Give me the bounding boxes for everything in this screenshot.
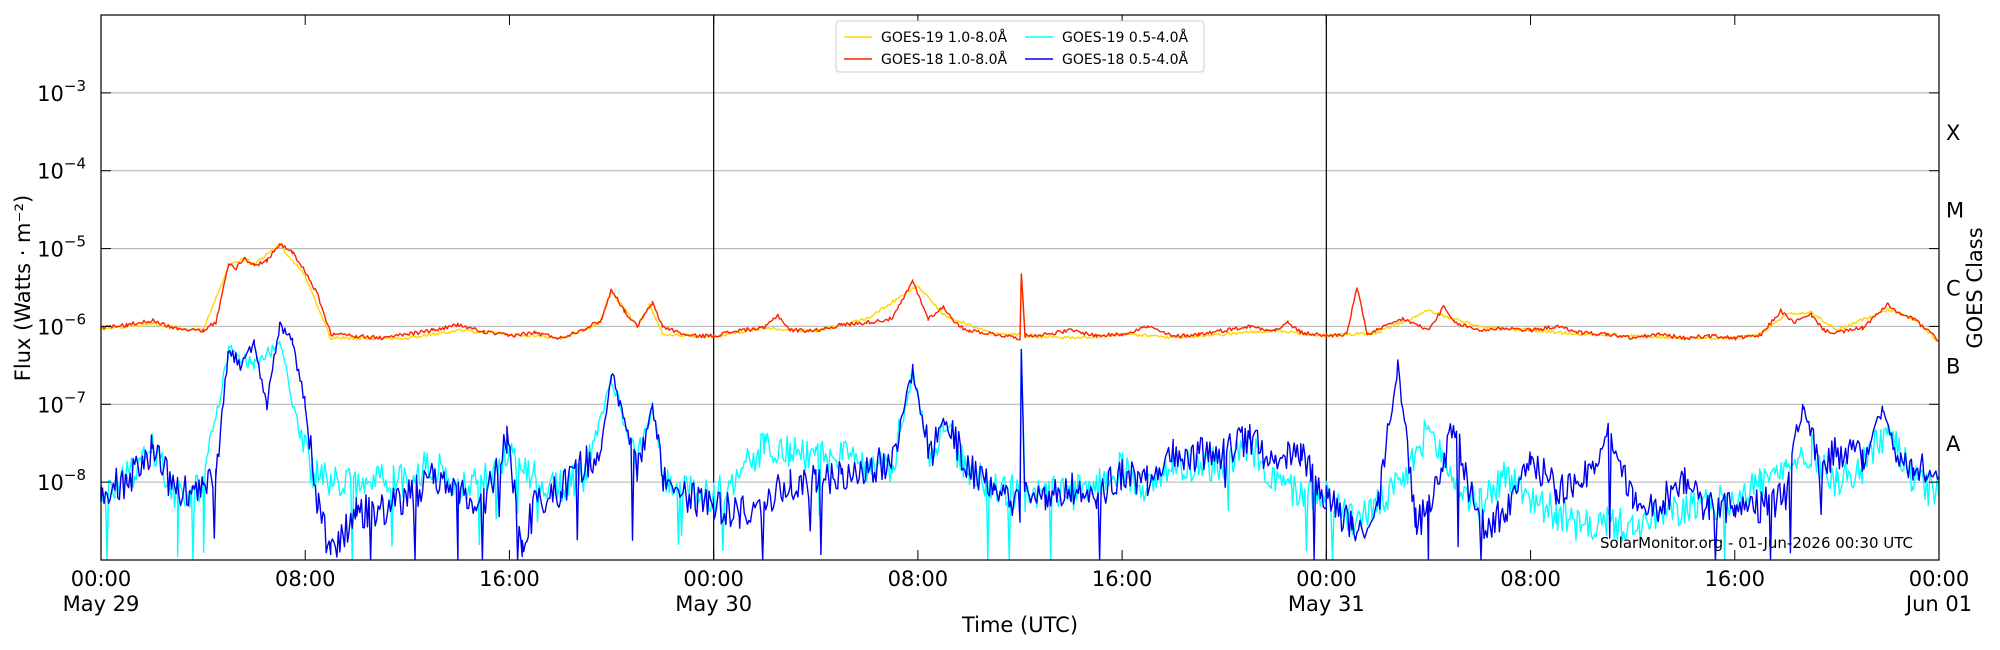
x-axis-title: Time (UTC) xyxy=(961,613,1078,637)
y-tick-exponent: −5 xyxy=(64,233,86,251)
x-tick-time-label: 08:00 xyxy=(275,567,336,591)
y-tick-base: 10 xyxy=(37,471,64,495)
y-tick-base: 10 xyxy=(37,393,64,417)
goes-class-label: C xyxy=(1946,277,1961,301)
y-tick-label: 10−4 xyxy=(37,155,86,184)
x-tick-time-label: 16:00 xyxy=(479,567,540,591)
x-tick-time-label: 00:00 xyxy=(1909,567,1970,591)
x-tick-time-label: 08:00 xyxy=(888,567,949,591)
x-tick-date-label: May 31 xyxy=(1288,592,1365,616)
goes-class-label: M xyxy=(1946,199,1964,223)
y-tick-exponent: −7 xyxy=(64,388,86,406)
y-tick-label: 10−7 xyxy=(37,388,86,417)
y-tick-exponent: −4 xyxy=(64,155,86,173)
x-tick-time-label: 08:00 xyxy=(1500,567,1561,591)
x-tick-time-label: 00:00 xyxy=(71,567,132,591)
goes-class-label: B xyxy=(1946,354,1960,378)
day-boundaries xyxy=(713,15,1327,560)
y-tick-base: 10 xyxy=(37,82,64,106)
y-tick-exponent: −8 xyxy=(64,466,86,484)
y-tick-label: 10−8 xyxy=(37,466,86,495)
legend-label-goes18-short: GOES-18 0.5-4.0Å xyxy=(1062,51,1188,68)
series-line xyxy=(100,243,1939,342)
x-tick-date-label: May 29 xyxy=(63,592,140,616)
legend-label-goes18-long: GOES-18 1.0-8.0Å xyxy=(881,51,1007,68)
data-series xyxy=(100,243,1940,561)
axis-ticks xyxy=(100,15,1940,560)
y-tick-exponent: −3 xyxy=(64,77,86,95)
credit-text: SolarMonitor.org - 01-Jun-2026 00:30 UTC xyxy=(1600,534,1913,552)
legend-label-goes19-short: GOES-19 0.5-4.0Å xyxy=(1062,29,1188,46)
legend-label-goes19-long: GOES-19 1.0-8.0Å xyxy=(881,29,1007,46)
x-tick-time-label: 16:00 xyxy=(1092,567,1153,591)
legend: GOES-19 1.0-8.0Å GOES-18 1.0-8.0Å GOES-1… xyxy=(835,20,1205,73)
y-tick-base: 10 xyxy=(37,315,64,339)
goes-class-label: X xyxy=(1946,121,1960,145)
x-tick-date-label: May 30 xyxy=(675,592,752,616)
y-tick-base: 10 xyxy=(37,160,64,184)
y-tick-label: 10−3 xyxy=(37,77,86,106)
y-tick-label: 10−6 xyxy=(37,310,86,339)
x-tick-time-label: 00:00 xyxy=(1296,567,1357,591)
plot-frame xyxy=(100,14,1940,561)
x-tick-time-label: 16:00 xyxy=(1705,567,1766,591)
series-line xyxy=(100,321,1940,561)
right-axis-title: GOES Class xyxy=(1963,227,1987,348)
series-line xyxy=(100,243,1940,342)
x-tick-time-label: 00:00 xyxy=(683,567,744,591)
x-tick-date-label: Jun 01 xyxy=(1904,592,1972,616)
y-tick-label: 10−5 xyxy=(37,233,86,262)
goes-class-label: A xyxy=(1946,432,1961,456)
y-tick-base: 10 xyxy=(37,238,64,262)
y-axis-title: Flux (Watts · m⁻²) xyxy=(11,195,35,381)
y-tick-exponent: −6 xyxy=(64,310,86,328)
legend-box xyxy=(835,20,1205,73)
